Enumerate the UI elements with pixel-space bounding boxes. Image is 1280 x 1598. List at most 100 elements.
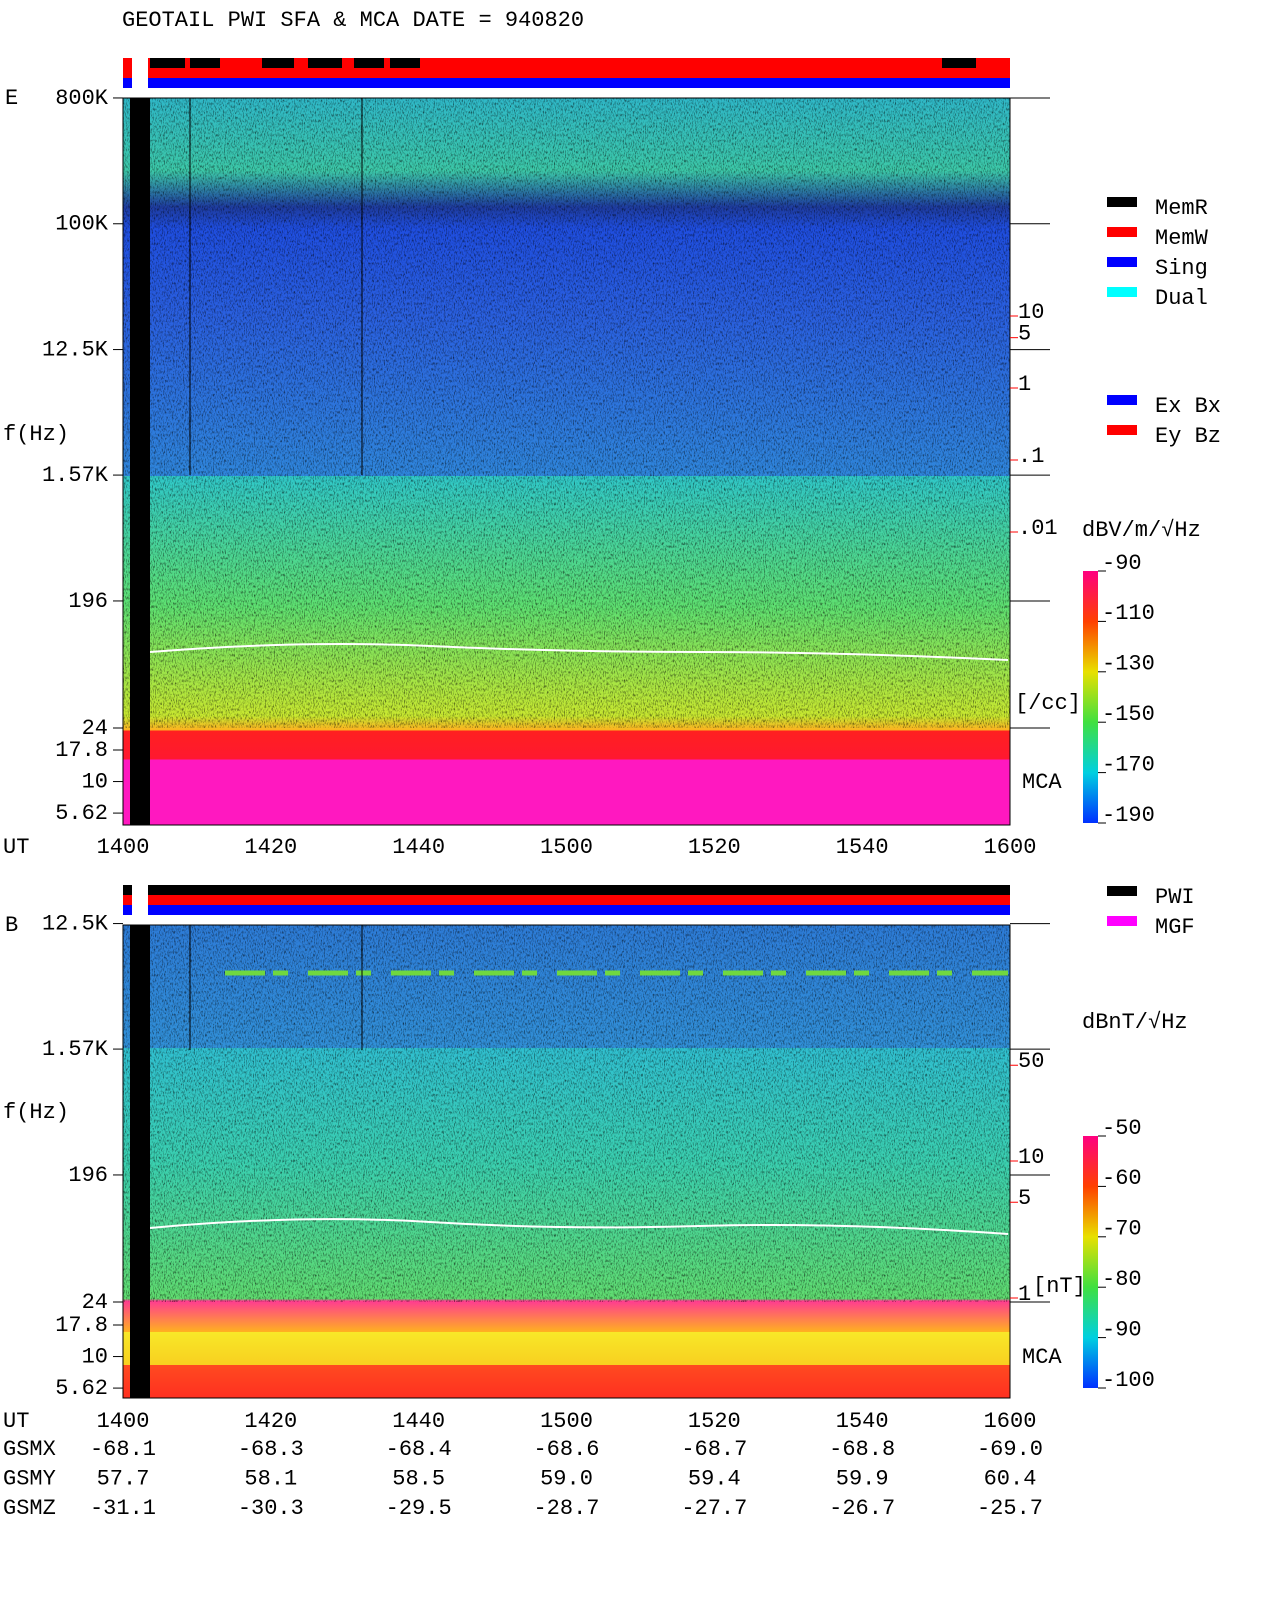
y-tick-label: 12.5K [42,911,109,936]
colorbar-tick-label: -170 [1102,752,1155,777]
x-tick-label: 1420 [244,835,297,860]
status-row [123,905,1010,915]
status-seg [150,58,185,68]
status-row [123,68,1010,78]
status-seg [942,58,976,68]
density-tick-label: 10 [1018,300,1044,325]
legend-label: Ey Bz [1155,424,1221,449]
orbit-value: 59.9 [836,1466,889,1491]
legend-label: MemW [1155,226,1209,251]
y-tick-label: 10 [82,769,108,794]
x-tick-label: 1540 [836,835,889,860]
x-tick-label: 1400 [97,1409,150,1434]
colorbar-tick-label: -50 [1102,1116,1142,1141]
orbit-value: 58.5 [392,1466,445,1491]
x-tick-label: 1500 [540,835,593,860]
y-tick-label: 196 [68,1163,108,1188]
orbit-value: -30.3 [238,1496,304,1521]
y-tick-label: 24 [82,716,108,741]
orbit-value: -68.7 [681,1437,747,1462]
y-tick-label: 800K [55,86,109,111]
x-tick-label: 1440 [392,1409,445,1434]
status-seg [262,58,294,68]
panel-label: B [5,913,18,938]
mca-label: MCA [1022,1345,1062,1370]
density-tick-label: 5 [1018,1186,1031,1211]
legend-label: Ex Bx [1155,394,1221,419]
colorbar-tick-label: -60 [1102,1166,1142,1191]
y-axis-label: f(Hz) [3,1100,69,1125]
colorbar-tick-label: -190 [1102,803,1155,828]
orbit-value: -68.8 [829,1437,895,1462]
spectrogram-texture [123,925,1010,1302]
x-axis-label: UT [3,1409,29,1434]
plasma-line [149,643,1009,661]
x-tick-label: 1600 [984,1409,1037,1434]
title: GEOTAIL PWI SFA & MCA DATE = 940820 [122,8,584,33]
x-tick-label: 1520 [688,835,741,860]
mca-label: MCA [1022,770,1062,795]
orbit-value: 59.4 [688,1466,741,1491]
orbit-label: GSMY [3,1466,56,1491]
orbit-value: -68.4 [386,1437,452,1462]
status-seg [132,58,148,88]
density-tick-label: 50 [1018,1049,1044,1074]
spectrogram-texture [123,98,1010,728]
status-seg [190,58,220,68]
legend-swatch [1107,197,1137,207]
orbit-value: -69.0 [977,1437,1043,1462]
x-tick-label: 1500 [540,1409,593,1434]
panel-label: E [5,86,18,111]
orbit-value: 57.7 [97,1466,150,1491]
x-tick-label: 1600 [984,835,1037,860]
y-tick-label: 100K [55,212,109,237]
y-tick-label: 24 [82,1290,108,1315]
orbit-label: GSMZ [3,1496,56,1521]
orbit-value: -31.1 [90,1496,156,1521]
density-tick-label: 1 [1018,372,1031,397]
legend-label: Dual [1155,286,1208,311]
status-row [123,78,1010,88]
field-line [149,1218,1009,1235]
orbit-value: 59.0 [540,1466,593,1491]
colorbar-tick-label: -110 [1102,601,1155,626]
orbit-value: -28.7 [533,1496,599,1521]
y-tick-label: 12.5K [42,337,109,362]
legend-swatch [1107,227,1137,237]
legend-swatch [1107,257,1137,267]
colorbar [1083,571,1098,823]
y-tick-label: 196 [68,589,108,614]
colorbar-tick-label: -150 [1102,702,1155,727]
orbit-value: -29.5 [386,1496,452,1521]
colorbar-tick-label: -90 [1102,1317,1142,1342]
legend-label: MemR [1155,196,1208,221]
colorbar-label: dBV/m/√Hz [1082,518,1201,543]
density-label: [nT] [1033,1274,1086,1299]
legend-swatch [1107,886,1137,896]
y-tick-label: 5.62 [55,801,108,826]
orbit-label: GSMX [3,1437,56,1462]
orbit-value: -68.6 [533,1437,599,1462]
legend-swatch [1107,425,1137,435]
orbit-value: 58.1 [244,1466,297,1491]
legend-swatch [1107,287,1137,297]
plot-frame [122,97,1011,826]
y-tick-label: 5.62 [55,1376,108,1401]
x-tick-label: 1520 [688,1409,741,1434]
orbit-value: 60.4 [984,1466,1037,1491]
colorbar [1083,1136,1098,1388]
legend-swatch [1107,916,1137,926]
status-bar [123,58,1010,88]
orbit-value: -68.1 [90,1437,156,1462]
x-tick-label: 1540 [836,1409,889,1434]
legend-label: MGF [1155,915,1195,940]
density-tick-label: 1 [1018,1282,1031,1307]
x-tick-label: 1400 [97,835,150,860]
orbit-value: -68.3 [238,1437,304,1462]
orbit-value: -25.7 [977,1496,1043,1521]
orbit-value: -27.7 [681,1496,747,1521]
status-row [123,885,1010,895]
density-tick-label: 10 [1018,1145,1044,1170]
